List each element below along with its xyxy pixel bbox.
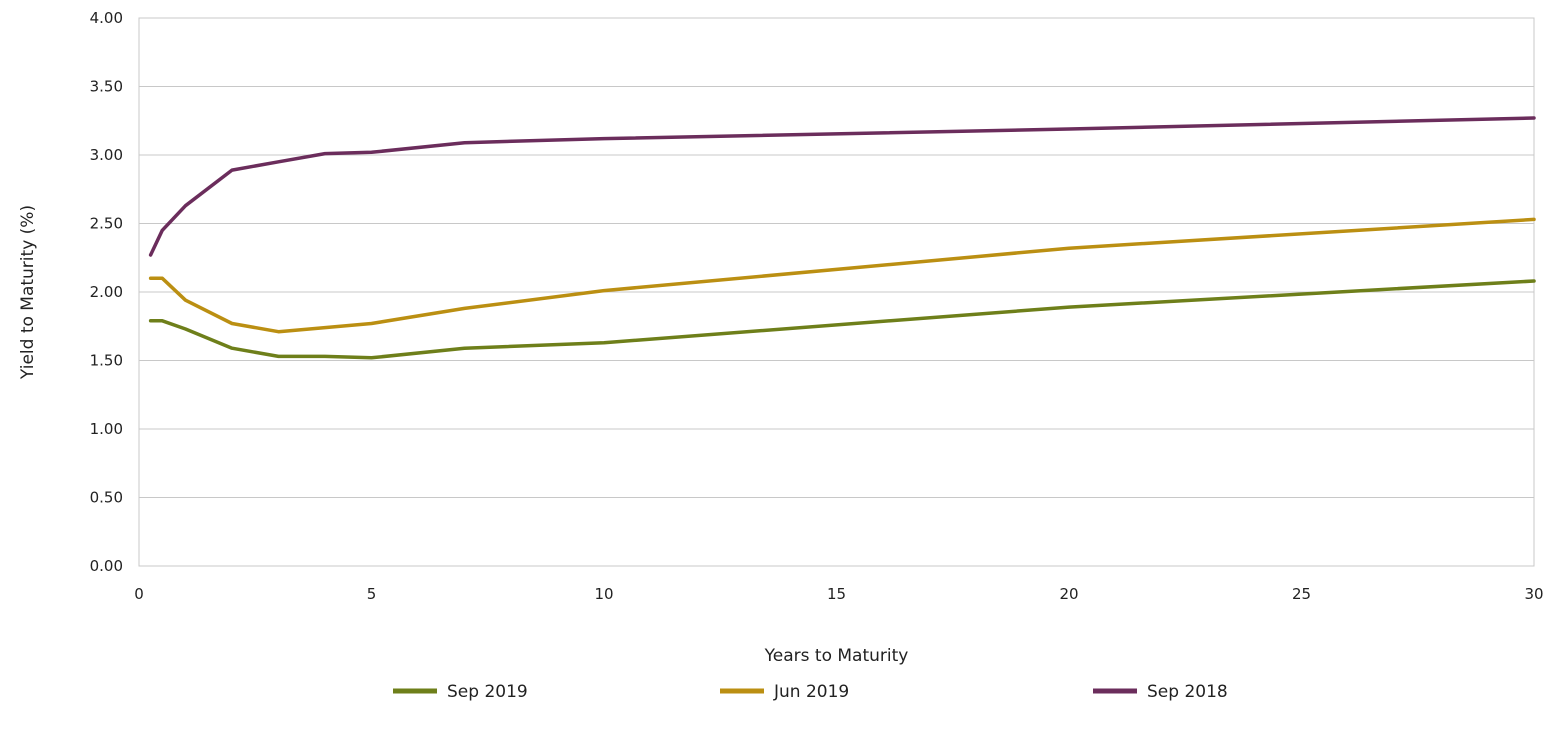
x-tick-label: 15 xyxy=(827,585,846,603)
x-tick-label: 10 xyxy=(594,585,613,603)
y-tick-label: 2.00 xyxy=(90,283,123,301)
y-tick-label: 4.00 xyxy=(90,9,123,27)
x-tick-label: 0 xyxy=(134,585,144,603)
plot-area-frame xyxy=(138,17,1535,567)
series-line-sep-2018 xyxy=(148,116,1536,257)
y-tick-label: 1.50 xyxy=(90,352,123,370)
legend: Sep 2019 Jun 2019 Sep 2018 xyxy=(393,682,1228,702)
y-tick-label: 3.00 xyxy=(90,146,123,164)
y-tick-label: 0.00 xyxy=(90,557,123,575)
y-tick-label: 2.50 xyxy=(90,215,123,233)
series-lines xyxy=(148,116,1536,360)
y-tick-label: 0.50 xyxy=(90,489,123,507)
x-tick-label: 5 xyxy=(367,585,377,603)
x-axis-ticks: 0 5 10 15 20 25 30 xyxy=(134,585,1543,603)
legend-label: Sep 2019 xyxy=(447,682,528,702)
series-line-jun-2019 xyxy=(148,217,1536,334)
x-axis-title: Years to Maturity xyxy=(764,646,909,666)
x-tick-label: 25 xyxy=(1292,585,1311,603)
y-axis-title: Yield to Maturity (%) xyxy=(18,205,38,380)
legend-label: Sep 2018 xyxy=(1147,682,1228,702)
x-tick-label: 30 xyxy=(1524,585,1543,603)
y-tick-label: 1.00 xyxy=(90,420,123,438)
legend-label: Jun 2019 xyxy=(773,682,849,702)
x-tick-label: 20 xyxy=(1059,585,1078,603)
y-tick-label: 3.50 xyxy=(90,78,123,96)
series-line-sep-2019 xyxy=(148,279,1536,360)
y-axis-ticks: 0.00 0.50 1.00 1.50 2.00 2.50 3.00 3.50 4.00 xyxy=(90,9,123,575)
